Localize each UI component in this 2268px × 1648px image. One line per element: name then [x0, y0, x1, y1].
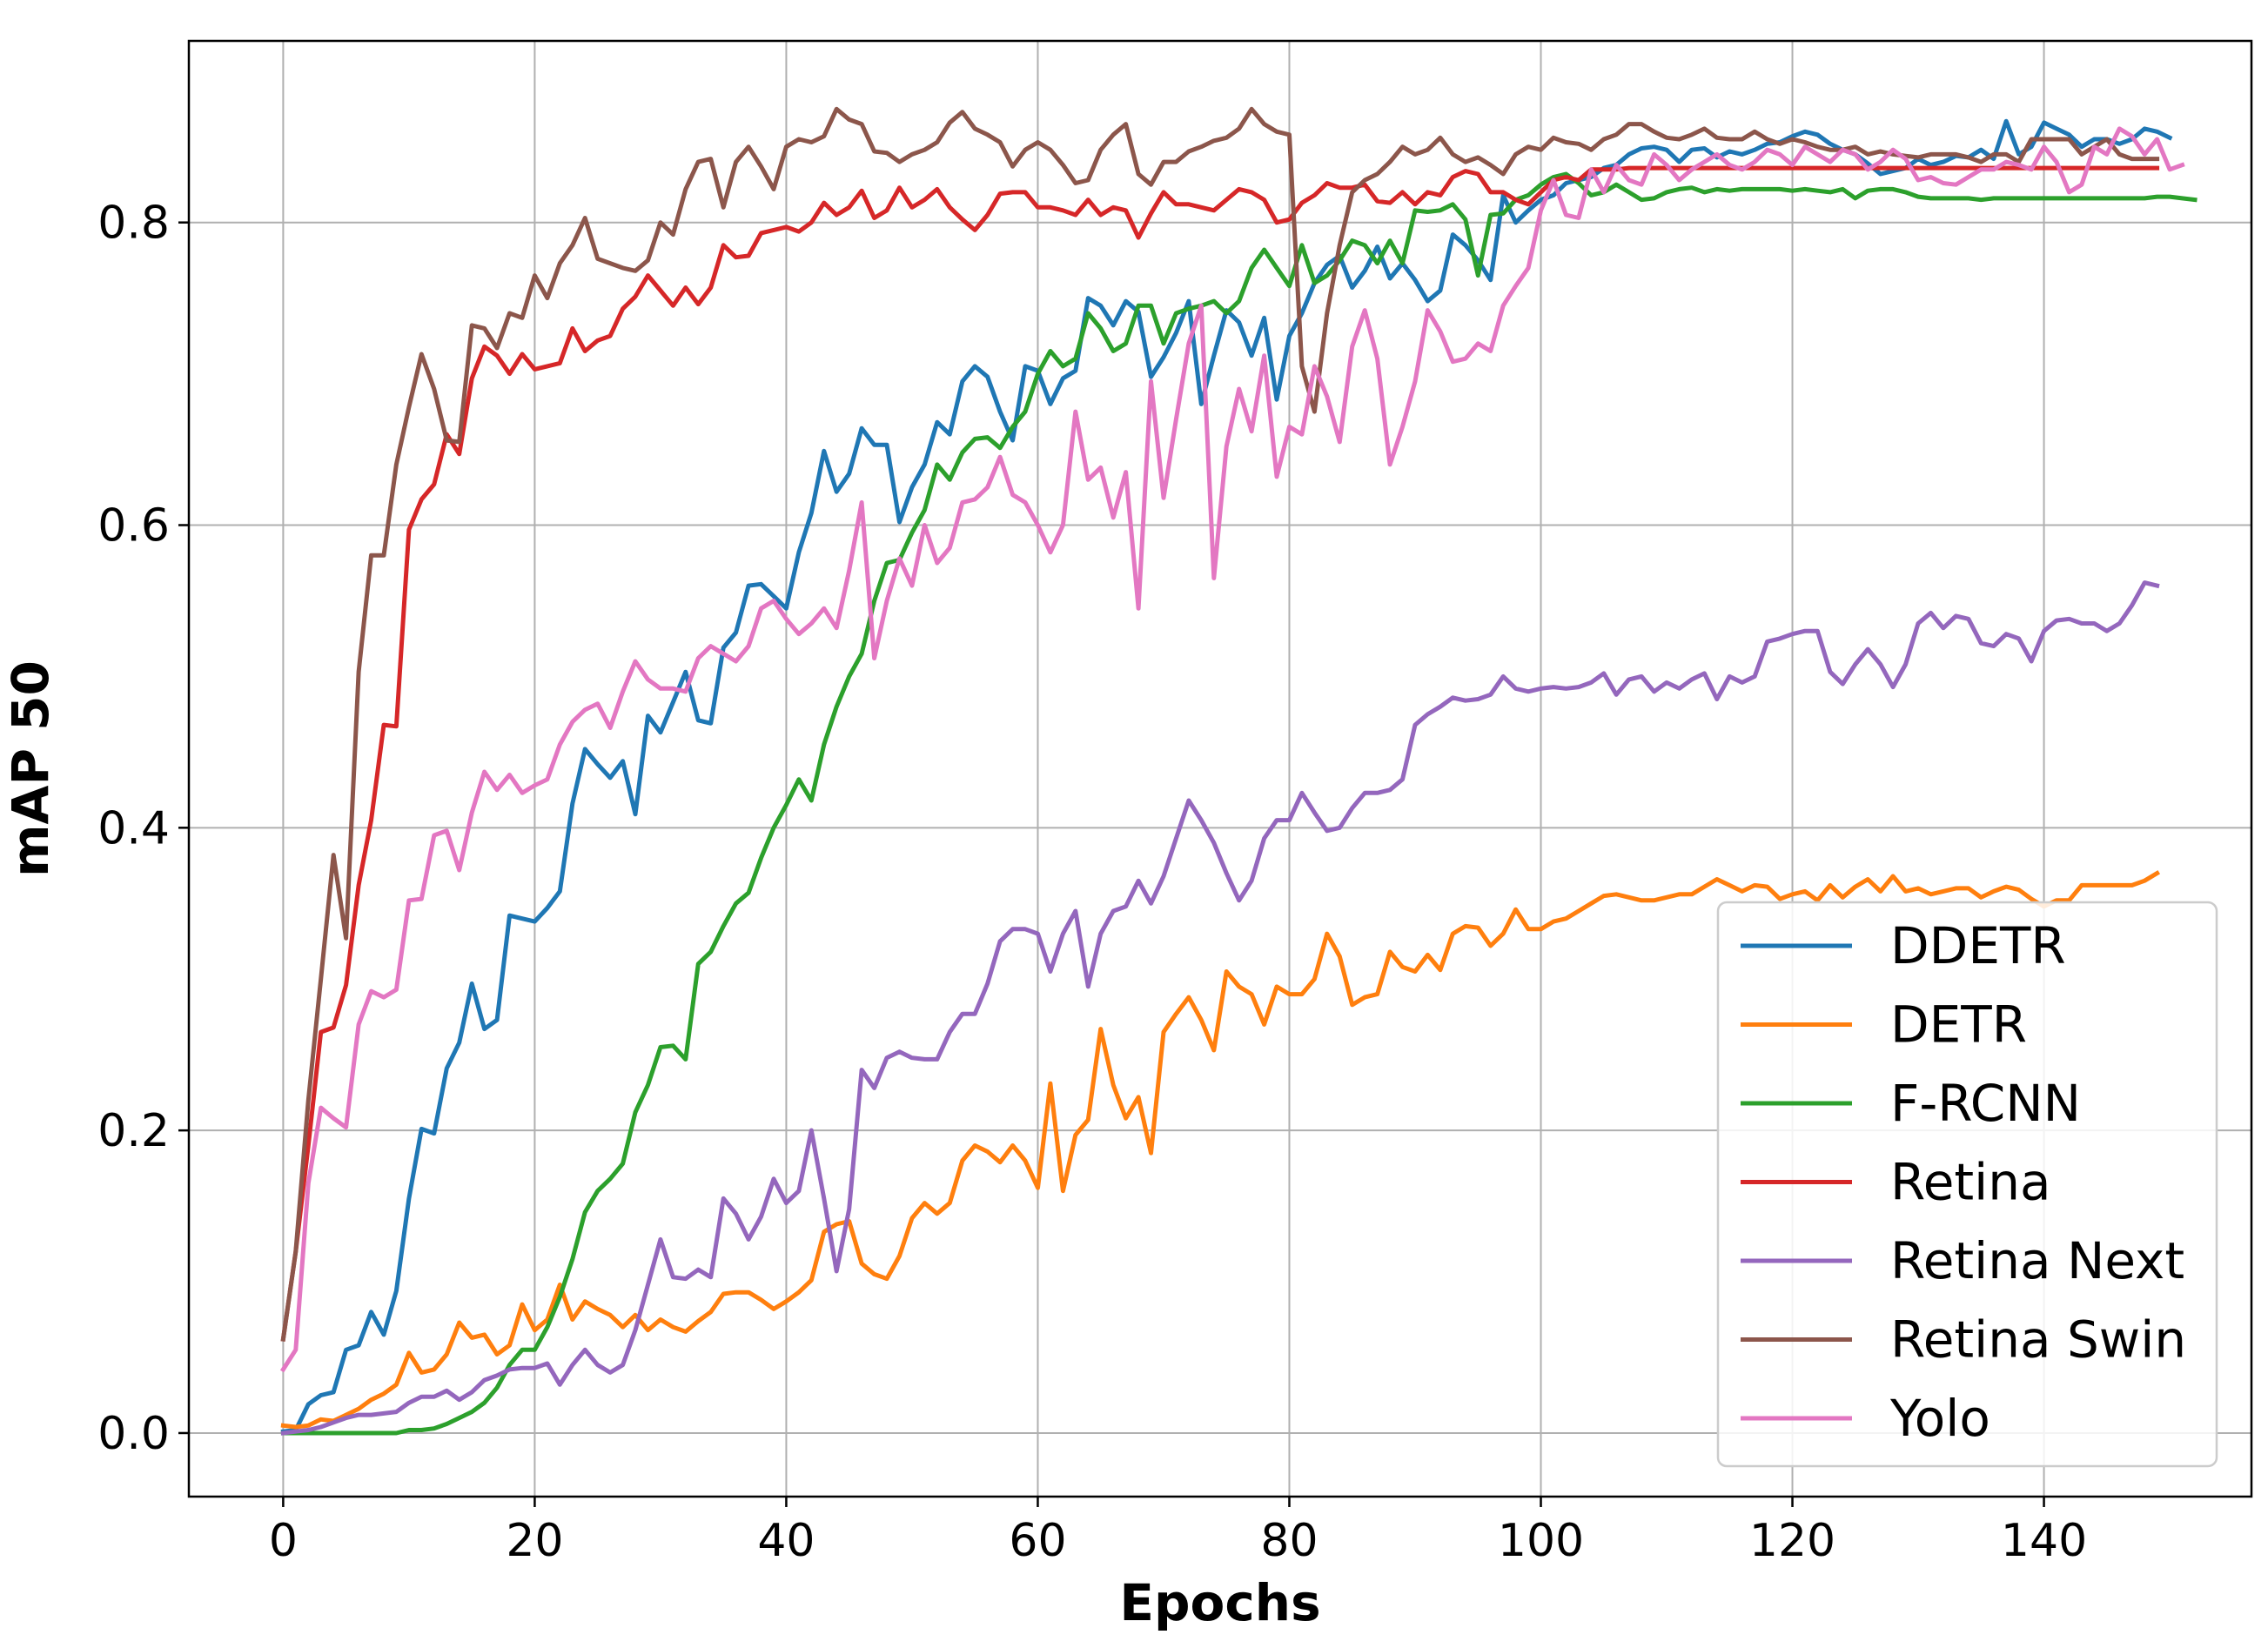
plot-frame [187, 39, 2253, 1498]
x-axis-label: Epochs [1119, 1573, 1320, 1632]
x-tick-label: 20 [506, 1515, 563, 1567]
series-lines [279, 106, 2198, 1436]
legend-label-retina-next: Retina Next [1890, 1231, 2184, 1290]
legend-label-retina-swin: Retina Swin [1890, 1310, 2186, 1370]
y-tick-label: 0.4 [97, 802, 170, 854]
legend-label-yolo: Yolo [1889, 1389, 1990, 1448]
legend: DDETR DETR F-RCNN Retina Retina Next Retina S… [1716, 901, 2218, 1468]
y-tick-label: 0.8 [97, 198, 170, 250]
y-axis-label: mAP 50 [1, 660, 60, 877]
x-tick-label: 80 [1260, 1515, 1318, 1567]
series-line-retina-next [280, 580, 2160, 1436]
x-tick-label: 120 [1749, 1515, 1835, 1567]
legend-label-ddetr: DDETR [1890, 916, 2066, 975]
legend-label-f-rcnn: F-RCNN [1890, 1074, 2081, 1133]
x-tick-label: 100 [1498, 1515, 1584, 1567]
series-line-retina [280, 165, 2160, 1342]
x-tick-label: 0 [269, 1515, 298, 1567]
y-tick-label: 0.6 [97, 500, 170, 553]
x-tick-label: 40 [757, 1515, 815, 1567]
axis-ticks: 0 20 40 60 80 100 120 140 0.0 0.2 0.4 0.6 0.8 [97, 198, 2087, 1567]
legend-label-detr: DETR [1890, 995, 2027, 1055]
x-tick-label: 60 [1009, 1515, 1066, 1567]
series-line-yolo [279, 126, 2185, 1373]
series-line-detr [280, 870, 2161, 1430]
legend-label-retina: Retina [1890, 1153, 2051, 1212]
legend-box [1716, 901, 2218, 1468]
x-tick-label: 140 [2001, 1515, 2087, 1567]
y-tick-label: 0.2 [97, 1105, 170, 1157]
y-tick-label: 0.0 [97, 1408, 170, 1460]
series-line-f-rcnn [280, 171, 2198, 1436]
